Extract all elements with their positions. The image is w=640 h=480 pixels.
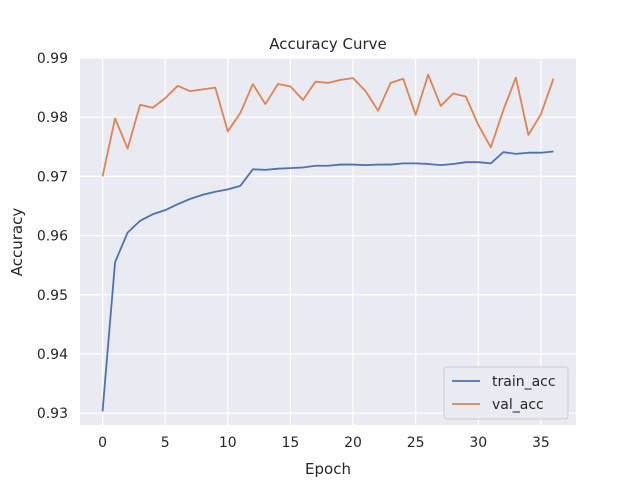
x-tick-label: 0: [98, 435, 107, 451]
series-line-val-acc: [101, 73, 555, 177]
plot-background: [80, 58, 576, 425]
y-tick-label: 0.97: [37, 169, 68, 185]
x-tick-label: 25: [407, 435, 425, 451]
x-tick-label: 5: [161, 435, 170, 451]
x-tick-label: 30: [469, 435, 487, 451]
y-tick-label: 0.95: [37, 288, 68, 304]
x-tick-labels: 0 5 10 15 20 25 30 35: [98, 435, 550, 451]
grid: [80, 57, 576, 425]
y-tick-label: 0.94: [37, 347, 68, 363]
chart-title: Accuracy Curve: [269, 35, 387, 53]
y-tick-label: 0.93: [37, 406, 68, 422]
series-line-train-acc: [101, 150, 554, 412]
x-tick-label: 35: [532, 435, 550, 451]
y-tick-label: 0.98: [37, 110, 68, 126]
legend-label-val-acc: val_acc: [492, 397, 544, 413]
legend-label-train-acc: train_acc: [492, 374, 556, 390]
y-tick-label: 0.99: [37, 51, 68, 67]
x-axis-label: Epoch: [305, 460, 351, 478]
y-tick-label: 0.96: [37, 229, 68, 245]
x-tick-label: 15: [282, 435, 300, 451]
x-tick-label: 10: [219, 435, 237, 451]
y-tick-labels: 0.93 0.94 0.95 0.96 0.97 0.98 0.99: [37, 51, 68, 422]
legend-box: [443, 366, 569, 420]
legend: train_acc val_acc: [443, 366, 569, 420]
x-tick-label: 20: [344, 435, 362, 451]
series-lines: [101, 73, 555, 412]
y-axis-label: Accuracy: [8, 208, 26, 277]
